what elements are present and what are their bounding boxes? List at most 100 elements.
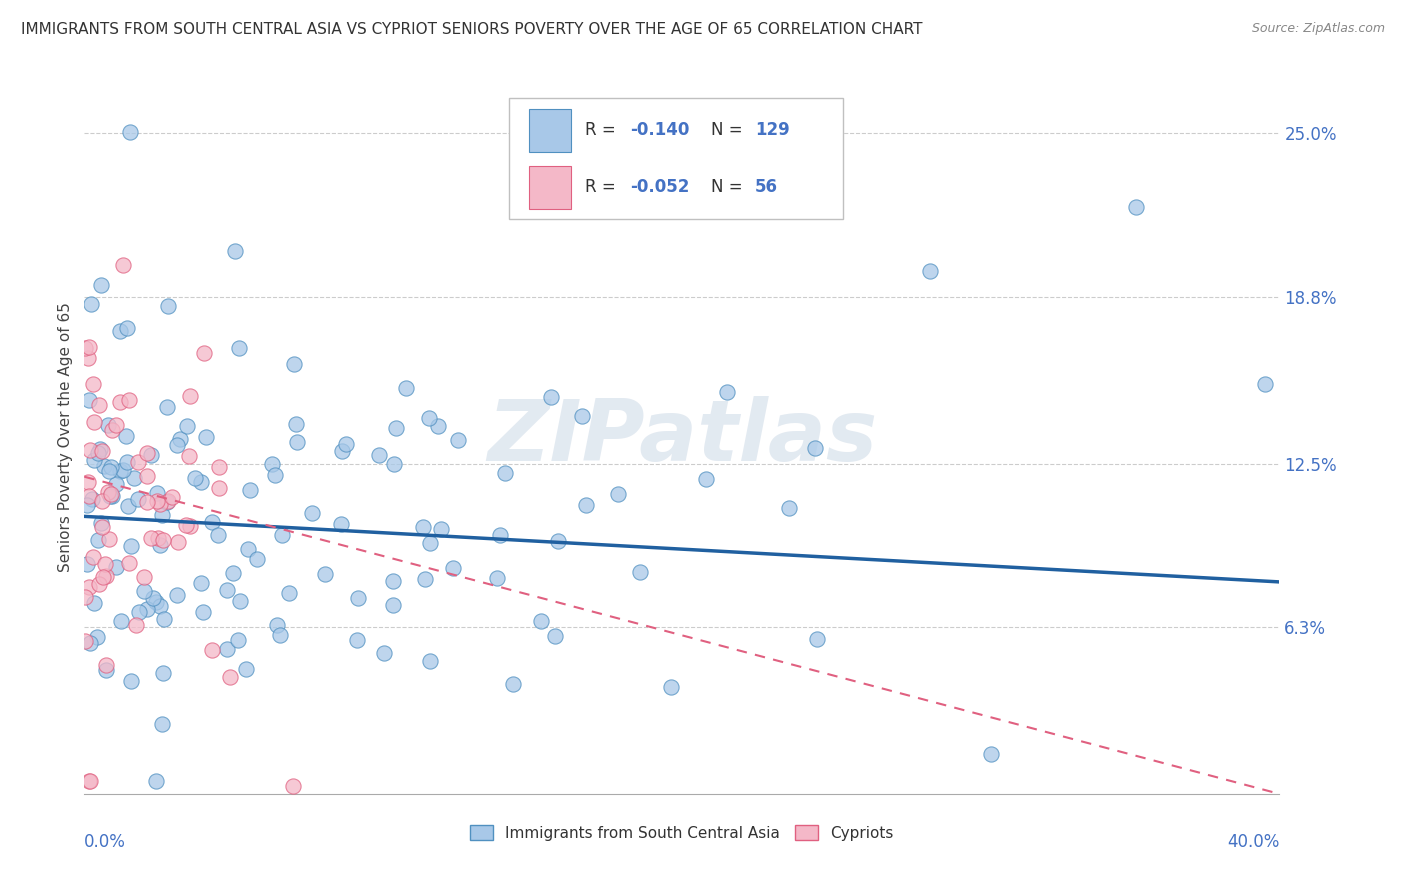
Text: R =: R = <box>585 178 621 196</box>
Point <box>176 419 198 434</box>
Y-axis label: Seniors Poverty Over the Age of 65: Seniors Poverty Over the Age of 65 <box>58 302 73 572</box>
Point <box>104 417 127 432</box>
Point <box>96 569 118 583</box>
Point <box>346 632 368 647</box>
Point <box>97 418 120 433</box>
Point <box>89 577 111 591</box>
Text: 0.0%: 0.0% <box>84 833 127 851</box>
Text: Source: ZipAtlas.com: Source: ZipAtlas.com <box>1251 22 1385 36</box>
Point <box>222 566 245 581</box>
Point <box>125 618 148 632</box>
Point <box>90 277 112 292</box>
Point <box>141 532 163 546</box>
Point <box>100 487 122 501</box>
Point <box>132 569 155 583</box>
Point <box>235 663 257 677</box>
Point <box>97 464 120 478</box>
Point <box>136 495 159 509</box>
Point <box>918 263 941 277</box>
Point <box>145 595 167 609</box>
Point <box>368 448 391 462</box>
Point <box>83 416 105 430</box>
Legend: Immigrants from South Central Asia, Cypriots: Immigrants from South Central Asia, Cypr… <box>464 819 900 847</box>
Point <box>90 520 112 534</box>
Point <box>418 411 440 425</box>
Point <box>91 569 114 583</box>
Point <box>77 773 100 788</box>
Point <box>269 627 291 641</box>
Text: IMMIGRANTS FROM SOUTH CENTRAL ASIA VS CYPRIOT SENIORS POVERTY OVER THE AGE OF 65: IMMIGRANTS FROM SOUTH CENTRAL ASIA VS CY… <box>21 22 922 37</box>
Point <box>167 535 190 549</box>
Point <box>100 489 122 503</box>
Point <box>118 556 141 570</box>
Point <box>224 244 246 259</box>
Point <box>90 494 112 508</box>
Point <box>285 435 308 450</box>
Point <box>179 519 201 533</box>
Point <box>262 457 284 471</box>
Point <box>118 392 141 407</box>
Point <box>201 515 224 529</box>
Point <box>150 717 173 731</box>
Point <box>75 341 97 355</box>
Point <box>112 463 135 477</box>
Point <box>575 498 598 512</box>
Point <box>76 498 98 512</box>
Point <box>301 507 323 521</box>
FancyBboxPatch shape <box>529 109 571 152</box>
Point <box>283 357 305 371</box>
Point <box>412 520 434 534</box>
Point <box>277 586 299 600</box>
Point <box>266 617 288 632</box>
Point <box>87 533 110 547</box>
Point <box>284 417 307 432</box>
Point <box>73 590 96 604</box>
Point <box>215 582 238 597</box>
Text: -0.052: -0.052 <box>630 178 690 196</box>
Point <box>152 508 174 522</box>
FancyBboxPatch shape <box>529 166 571 209</box>
Point <box>108 464 131 478</box>
Text: N =: N = <box>710 121 748 139</box>
Point <box>347 591 370 605</box>
Point <box>118 125 141 139</box>
Point <box>146 494 169 508</box>
Point <box>156 400 179 414</box>
Point <box>381 598 404 612</box>
Point <box>80 492 103 507</box>
Point <box>381 574 404 588</box>
Point <box>76 351 98 366</box>
Point <box>190 475 212 489</box>
Point <box>77 580 100 594</box>
Point <box>77 393 100 408</box>
Point <box>547 534 569 549</box>
Point <box>193 345 215 359</box>
Point <box>246 552 269 566</box>
Point <box>271 528 294 542</box>
Point <box>90 443 112 458</box>
Point <box>157 299 180 313</box>
Text: -0.140: -0.140 <box>630 121 690 139</box>
Point <box>395 381 418 395</box>
Point <box>98 489 121 503</box>
Point <box>111 258 134 272</box>
Point <box>160 490 183 504</box>
Point <box>169 432 191 446</box>
Point <box>373 646 395 660</box>
Point <box>166 438 188 452</box>
Point <box>86 630 108 644</box>
Point <box>110 614 132 628</box>
Point <box>281 779 304 793</box>
Point <box>77 341 100 355</box>
Point <box>79 636 101 650</box>
Text: 40.0%: 40.0% <box>1227 833 1279 851</box>
Point <box>606 487 628 501</box>
Point <box>335 436 357 450</box>
Point <box>120 673 142 688</box>
Text: R =: R = <box>585 121 621 139</box>
Point <box>330 444 353 458</box>
Point <box>571 409 593 424</box>
Point <box>96 658 118 673</box>
Point <box>152 666 174 681</box>
Point <box>134 583 156 598</box>
